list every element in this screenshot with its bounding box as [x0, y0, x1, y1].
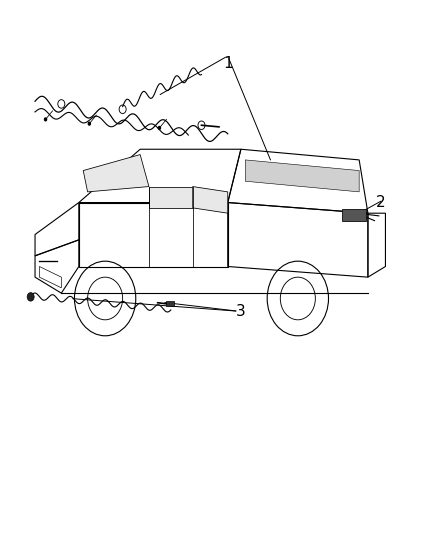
- Text: 1: 1: [223, 56, 233, 71]
- Text: 2: 2: [376, 195, 386, 210]
- Bar: [342, 209, 366, 221]
- Circle shape: [88, 122, 91, 126]
- Polygon shape: [149, 187, 193, 208]
- Text: 3: 3: [236, 304, 246, 319]
- Circle shape: [44, 117, 47, 122]
- Circle shape: [27, 293, 34, 301]
- Bar: [166, 301, 174, 306]
- Polygon shape: [193, 187, 228, 213]
- Polygon shape: [245, 160, 359, 192]
- Circle shape: [158, 126, 161, 130]
- Polygon shape: [83, 155, 149, 192]
